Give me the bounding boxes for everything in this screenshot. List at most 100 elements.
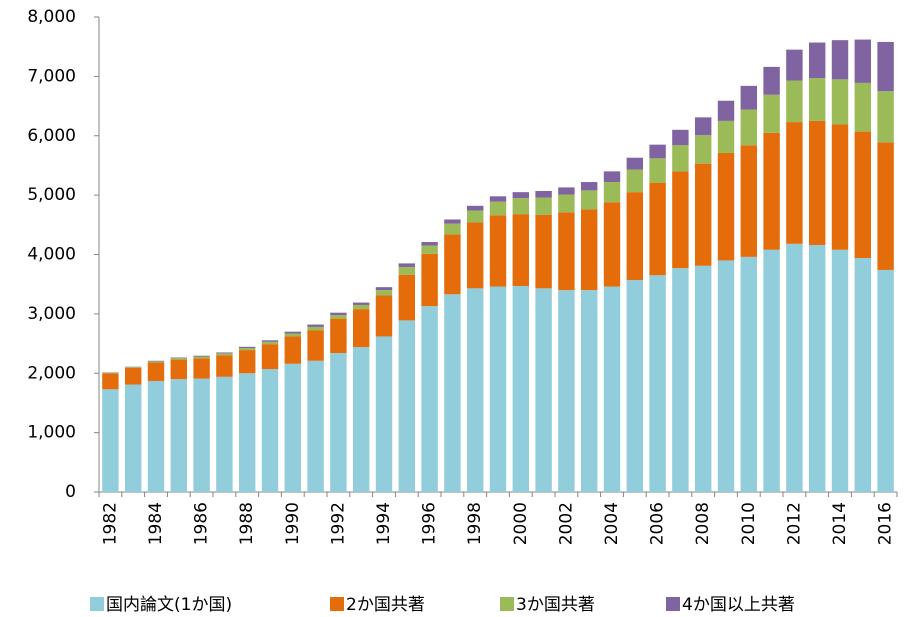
bar-segment <box>717 100 735 121</box>
x-tick-label: 2016 <box>876 502 896 545</box>
bar-segment <box>694 163 712 266</box>
bar-segment <box>421 253 438 307</box>
y-tick-label: 7,000 <box>27 66 76 86</box>
bar-segment <box>330 318 347 354</box>
bar-segment <box>102 372 119 374</box>
bar-segment <box>558 194 575 213</box>
bar-segment <box>580 209 598 291</box>
bar-segment <box>786 80 803 123</box>
bar-segment <box>261 340 279 342</box>
bar-segment <box>307 326 324 331</box>
y-tick-label: 4,000 <box>27 245 76 265</box>
bar-segment <box>421 242 438 246</box>
bar-segment <box>216 376 233 492</box>
bar-segment <box>466 222 484 289</box>
bar-segment <box>284 331 302 334</box>
bar-segment <box>672 171 689 269</box>
bar-segment <box>786 122 803 244</box>
bar-segment <box>831 249 849 492</box>
bar-segment <box>398 274 416 321</box>
bar-segment <box>444 223 461 235</box>
legend-label: 2か国共著 <box>346 595 425 615</box>
y-tick-label: 8,000 <box>27 7 76 27</box>
bar-segment <box>489 196 507 202</box>
legend-label: 3か国共著 <box>516 595 595 615</box>
bar-segment <box>672 145 689 172</box>
legend-label: 4か国以上共著 <box>682 595 795 615</box>
bar-segment <box>124 384 142 492</box>
bar-segment <box>284 363 302 492</box>
bar-segment <box>808 78 826 121</box>
bar-segment <box>375 336 393 492</box>
bar-segment <box>193 356 210 359</box>
bar-segment <box>147 360 165 362</box>
bar-segment <box>603 182 621 203</box>
bar-segment <box>854 39 872 83</box>
bar-segment <box>580 182 598 191</box>
bar-segment <box>124 367 142 385</box>
bar-segment <box>398 263 416 267</box>
bar-segment <box>238 348 256 351</box>
x-tick-label: 1990 <box>283 502 303 545</box>
bar-segment <box>170 379 188 492</box>
legend-swatch <box>330 597 344 611</box>
bar-segment <box>672 129 689 146</box>
bar-segment <box>580 290 598 492</box>
y-tick-label: 5,000 <box>27 185 76 205</box>
x-tick-label: 2008 <box>693 502 713 545</box>
bar-segment <box>398 320 416 492</box>
bar-segment <box>330 353 347 492</box>
bar-segment <box>352 309 370 348</box>
bar-segment <box>740 85 758 110</box>
x-tick-label: 1984 <box>146 502 166 545</box>
bar-segment <box>421 306 438 492</box>
bar-segment <box>238 346 256 349</box>
bar-segment <box>330 312 347 316</box>
bar-segment <box>147 362 165 381</box>
bar-segment <box>786 243 803 492</box>
y-tick-label: 2,000 <box>27 363 76 383</box>
bar-segment <box>284 333 302 337</box>
bar-segment <box>102 389 119 492</box>
bar-segment <box>216 353 233 356</box>
bar-segment <box>307 324 324 327</box>
legend-swatch <box>90 597 104 611</box>
x-tick-label: 1996 <box>420 502 440 545</box>
bar-segment <box>124 367 142 368</box>
bar-segment <box>626 280 644 492</box>
bar-segment <box>558 187 575 195</box>
bar-segment <box>216 355 233 377</box>
bar-segment <box>444 219 461 224</box>
bar-segment <box>558 290 575 492</box>
bar-segment <box>261 369 279 492</box>
bar-segment <box>854 258 872 492</box>
x-tick-label: 1986 <box>192 502 212 545</box>
bar-segment <box>740 109 758 146</box>
bar-segment <box>238 350 256 374</box>
bar-segment <box>649 275 666 492</box>
bar-segment <box>193 355 210 357</box>
x-tick-label: 2004 <box>602 502 622 545</box>
x-tick-label: 1988 <box>237 502 257 545</box>
legend-label: 国内論文(1か国) <box>106 595 232 615</box>
bar-segment <box>763 249 780 492</box>
bar-segment <box>763 94 780 133</box>
bar-segment <box>786 49 803 81</box>
bar-segment <box>284 336 302 364</box>
bar-segment <box>261 344 279 370</box>
bar-segment <box>580 190 598 210</box>
bar-segment <box>238 373 256 492</box>
bar-segment <box>717 260 735 492</box>
bar-segment <box>170 357 188 359</box>
bar-segment <box>877 269 894 492</box>
bar-segment <box>626 169 644 193</box>
bar-segment <box>375 295 393 337</box>
bar-segment <box>375 287 393 291</box>
bar-segment <box>626 157 644 170</box>
x-tick-label: 2000 <box>511 502 531 545</box>
bar-segment <box>398 266 416 275</box>
bar-segment <box>330 315 347 319</box>
bar-segment <box>694 265 712 492</box>
legend-swatch <box>500 597 514 611</box>
x-tick-label: 1998 <box>465 502 485 545</box>
